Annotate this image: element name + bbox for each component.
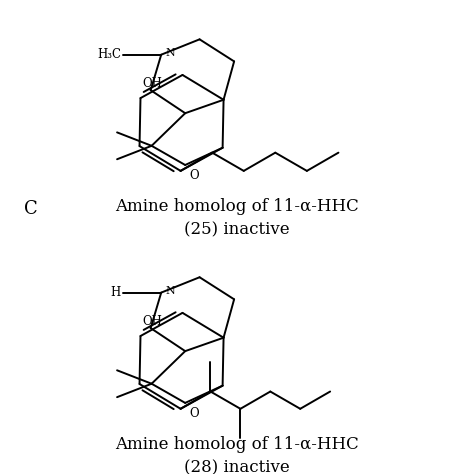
Text: (25) inactive: (25) inactive <box>184 222 290 239</box>
Text: (28) inactive: (28) inactive <box>184 460 290 474</box>
Text: H: H <box>110 286 121 299</box>
Text: H₃C: H₃C <box>97 48 121 61</box>
Text: OH: OH <box>142 315 162 328</box>
Text: OH: OH <box>142 77 162 91</box>
Text: N: N <box>165 48 175 58</box>
Text: N: N <box>165 286 175 296</box>
Text: Amine homolog of 11-α-HHC: Amine homolog of 11-α-HHC <box>115 436 359 453</box>
Text: O: O <box>189 169 199 182</box>
Text: C: C <box>24 200 37 218</box>
Text: O: O <box>189 407 199 420</box>
Text: Amine homolog of 11-α-HHC: Amine homolog of 11-α-HHC <box>115 198 359 215</box>
